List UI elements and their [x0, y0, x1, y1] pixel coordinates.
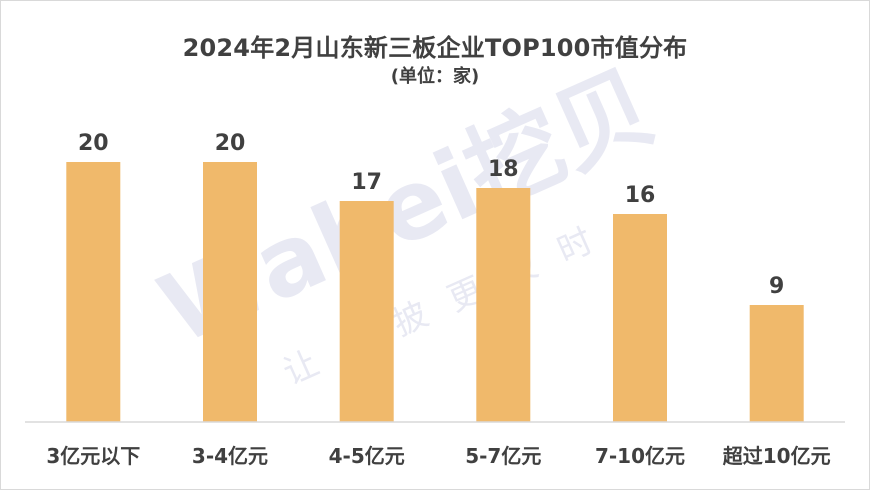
bar-4: [613, 214, 667, 422]
category-label-5: 超过10亿元: [722, 444, 831, 468]
value-labels-layer: 20 20 17 18 16 9: [78, 131, 784, 299]
category-labels-layer: 3亿元以下 3-4亿元 4-5亿元 5-7亿元 7-10亿元 超过10亿元: [46, 444, 830, 468]
bar-3: [476, 188, 531, 422]
data-label-0: 20: [78, 131, 109, 156]
bar-5: [749, 305, 804, 422]
data-label-2: 17: [351, 170, 382, 195]
data-label-3: 18: [488, 157, 519, 182]
bar-1: [203, 162, 257, 422]
chart-title: 2024年2月山东新三板企业TOP100市值分布: [182, 34, 688, 62]
category-label-2: 4-5亿元: [329, 444, 405, 468]
bars-layer: [66, 162, 804, 422]
chart-subtitle: (单位：家): [390, 66, 480, 87]
bar-2: [339, 201, 394, 422]
category-label-3: 5-7亿元: [465, 444, 541, 468]
data-label-4: 16: [625, 183, 656, 208]
category-label-0: 3亿元以下: [46, 444, 140, 468]
data-label-1: 20: [215, 131, 246, 156]
bar-0: [66, 162, 121, 422]
category-label-4: 7-10亿元: [595, 444, 685, 468]
category-label-1: 3-4亿元: [192, 444, 268, 468]
data-label-5: 9: [769, 274, 784, 299]
